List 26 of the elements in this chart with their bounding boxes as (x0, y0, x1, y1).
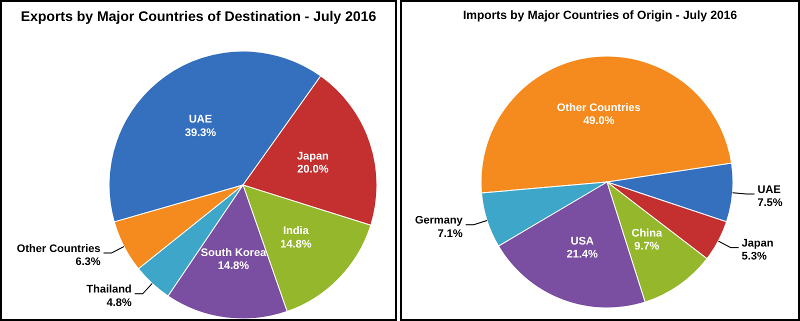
data-label: 49.0% (583, 115, 615, 128)
slice-label: China (632, 228, 663, 240)
data-label: 20.0% (297, 164, 329, 176)
data-label: 7.1% (438, 228, 463, 240)
data-label: 5.3% (742, 250, 767, 263)
data-label: 14.8% (218, 260, 250, 272)
data-label: 4.8% (106, 296, 132, 309)
slice-label: Other Countries (556, 102, 641, 114)
slice-label: UAE (188, 114, 212, 126)
data-label: 14.8% (280, 238, 312, 250)
slice-label: Other Countries (16, 242, 101, 255)
slice-label: South Korea (200, 246, 268, 259)
slice-label: India (283, 225, 310, 238)
slice-label: Thailand (86, 284, 132, 296)
slice-label: USA (570, 236, 594, 248)
data-label: 21.4% (566, 248, 598, 261)
slice-label: Japan (296, 150, 330, 162)
slice-label: Germany (414, 214, 464, 227)
slice-label: UAE (757, 184, 781, 196)
data-label: 7.5% (757, 197, 783, 210)
data-label: 6.3% (75, 256, 101, 268)
chart-title: Exports by Major Countries of Destination - July 2016 (20, 8, 378, 24)
data-label: 39.3% (184, 126, 216, 139)
chart-title: Imports by Major Countries of Origin - July 2016 (462, 8, 738, 22)
data-label: 9.7% (634, 240, 660, 253)
slice-label: Japan (742, 237, 774, 250)
